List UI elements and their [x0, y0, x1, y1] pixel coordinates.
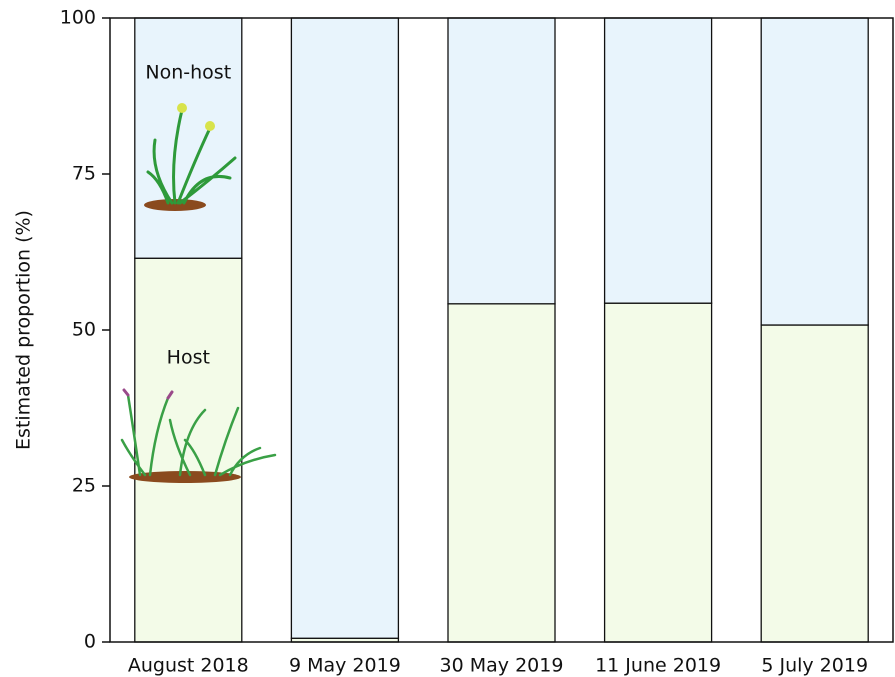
x-tick-label: August 2018: [128, 655, 249, 677]
x-tick-label: 11 June 2019: [595, 655, 721, 677]
y-axis-label: Estimated proportion (%): [13, 210, 35, 450]
bar-segment: [135, 258, 242, 642]
bar-segment: [448, 18, 555, 304]
series-label: Non-host: [145, 62, 231, 84]
bar-segment: [135, 18, 242, 258]
bar-segment: [448, 304, 555, 642]
y-tick-label: 100: [60, 7, 96, 29]
bar-segment: [761, 325, 868, 642]
bar-segment: [761, 18, 868, 325]
x-tick-label: 30 May 2019: [440, 655, 564, 677]
bar-segment: [605, 18, 712, 303]
bar-segment: [605, 303, 712, 642]
y-tick-label: 0: [84, 631, 96, 653]
chart: Estimated proportion (%) August 2018 9 Ma…: [0, 0, 895, 677]
y-tick-label: 25: [72, 475, 96, 497]
y-tick-label: 75: [72, 163, 96, 185]
x-tick-label: 9 May 2019: [289, 655, 401, 677]
y-tick-label: 50: [72, 319, 96, 341]
x-tick-label: 5 July 2019: [761, 655, 868, 677]
series-label: Host: [167, 347, 210, 369]
bar-segment: [291, 18, 398, 638]
